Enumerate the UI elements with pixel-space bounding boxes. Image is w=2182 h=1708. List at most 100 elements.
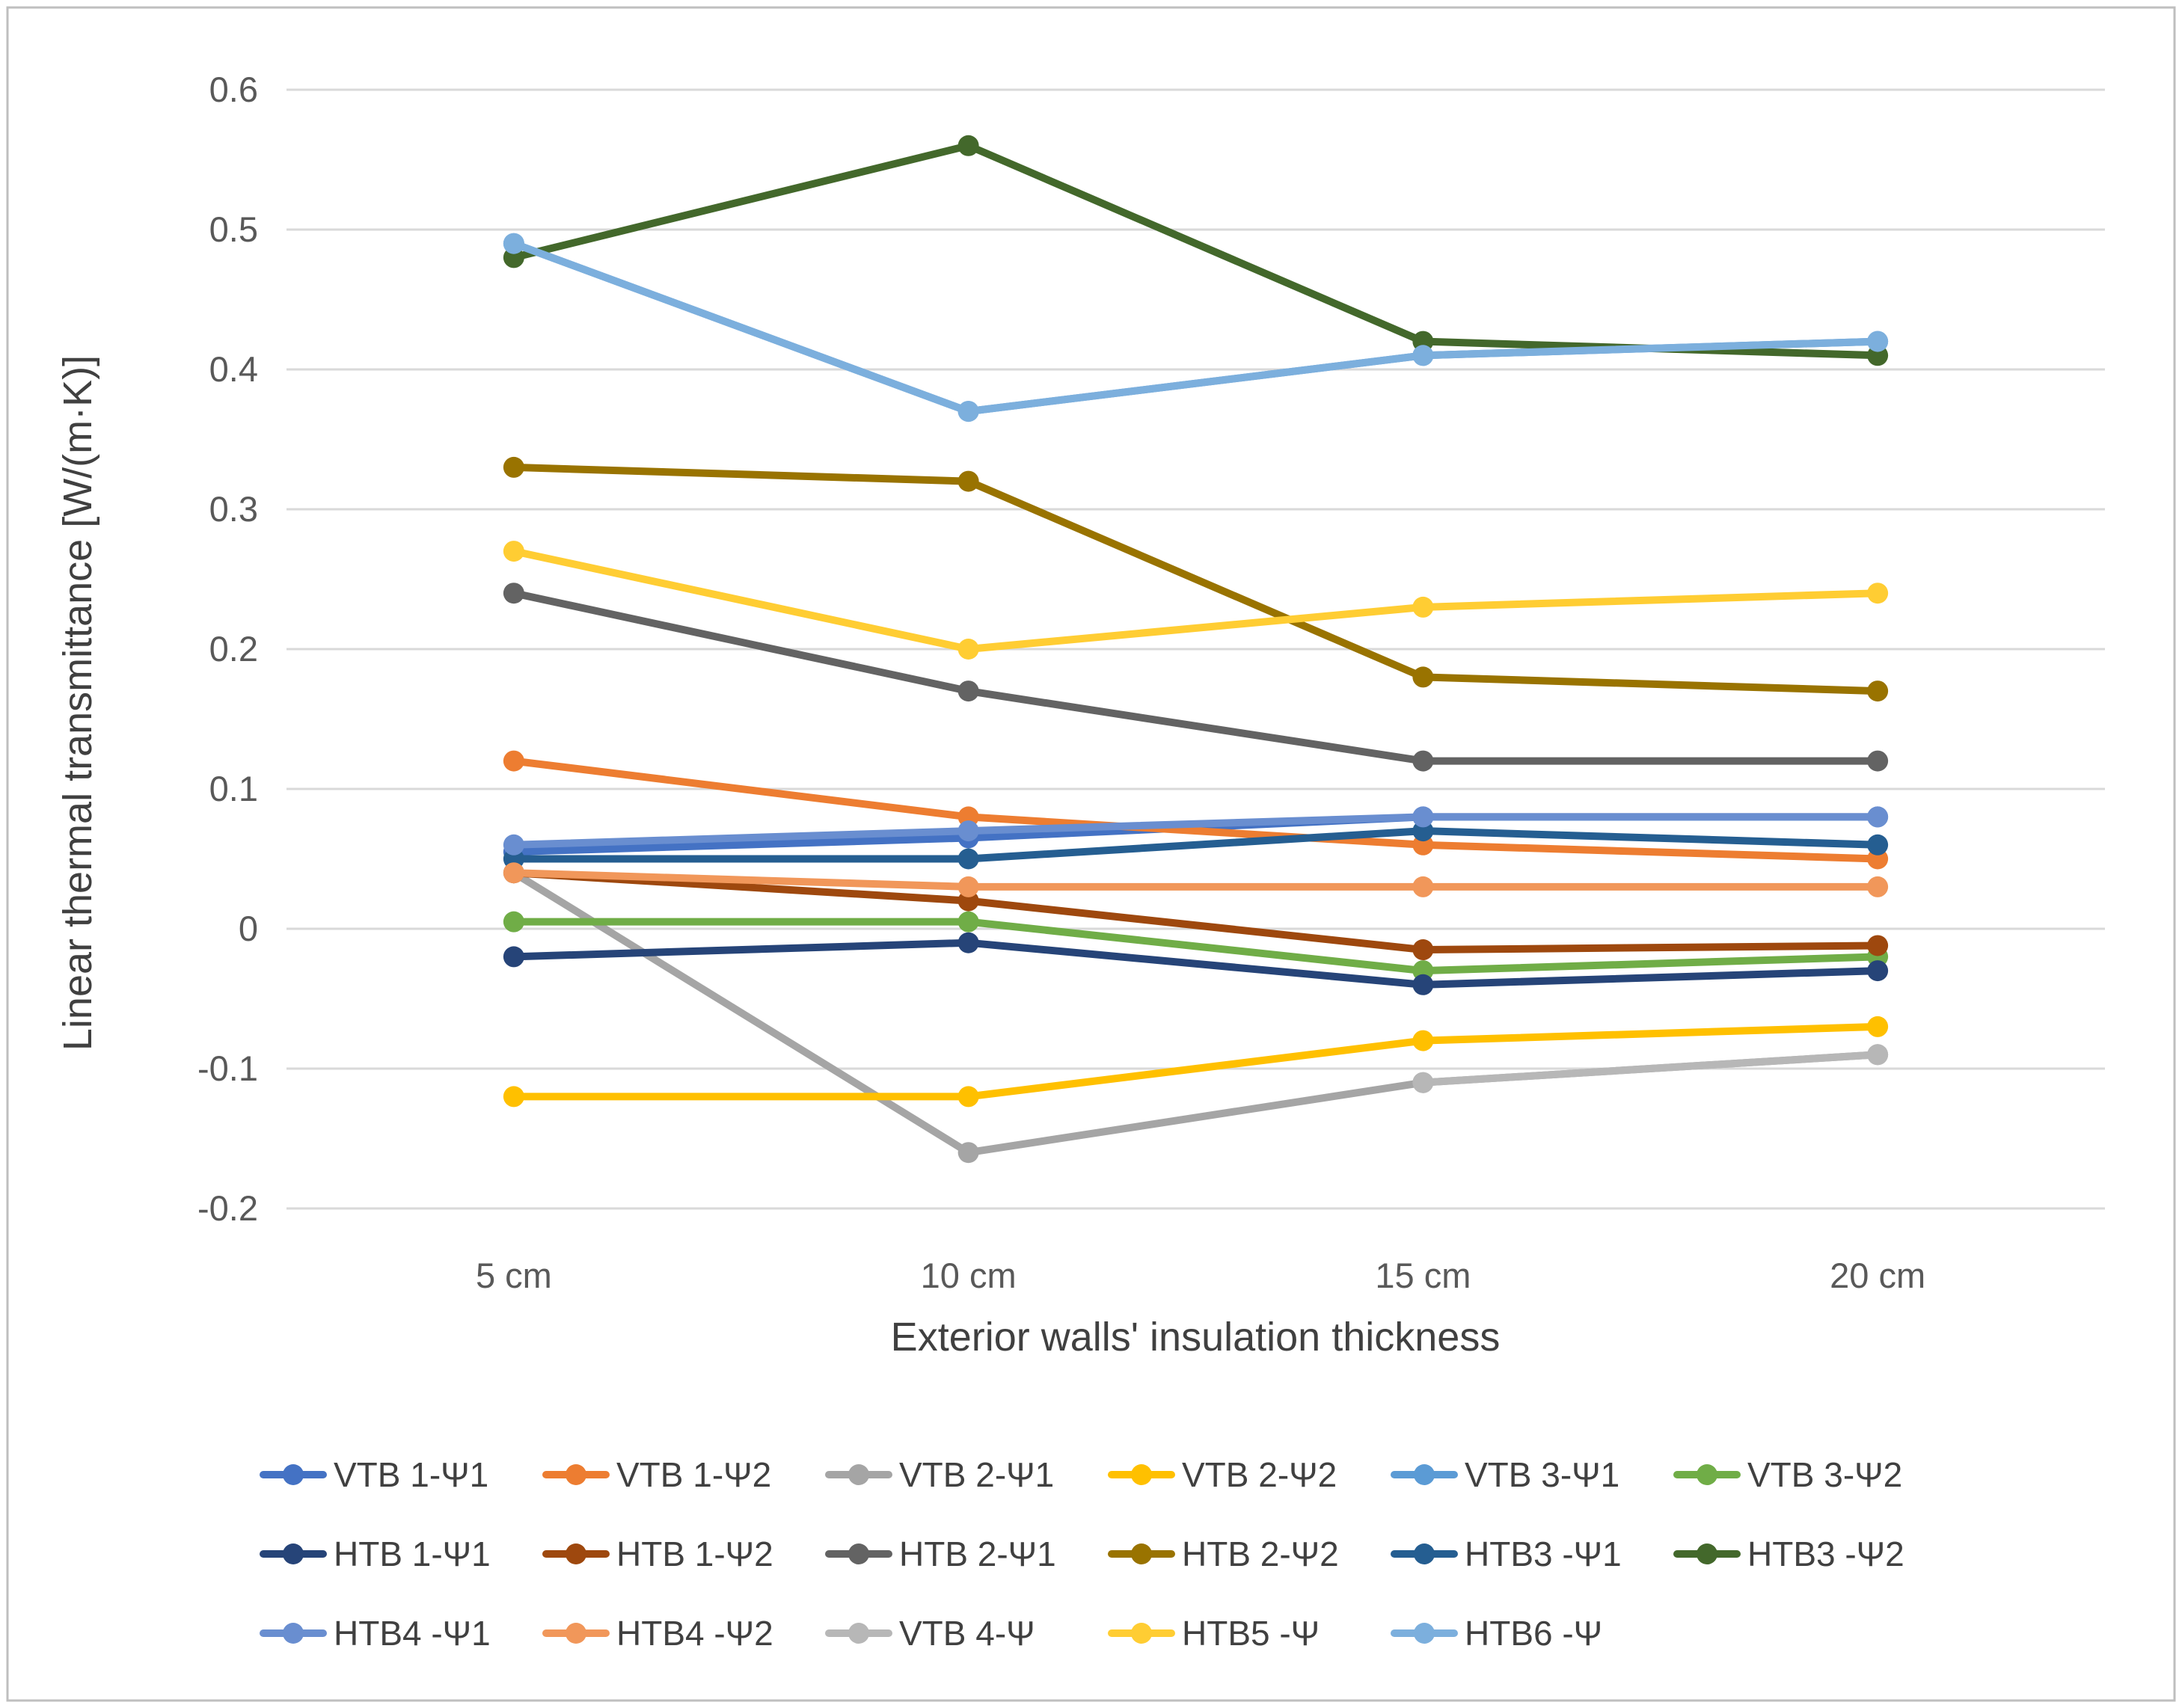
legend-item-htb-2-1: HTB 2-Ψ1 <box>825 1535 1056 1573</box>
data-point-marker <box>503 1086 524 1108</box>
series-vtb-4 <box>1412 1044 1889 1093</box>
data-point-marker <box>503 834 524 855</box>
data-point-marker <box>503 583 524 604</box>
legend-marker-icon <box>1414 1623 1435 1644</box>
x-tick-label: 15 cm <box>1375 1256 1471 1295</box>
legend-marker-icon <box>283 1623 304 1644</box>
legend-item-htb4-1: HTB4 -Ψ1 <box>260 1614 491 1653</box>
data-point-marker <box>1867 331 1889 352</box>
x-tick-label: 5 cm <box>476 1256 552 1295</box>
legend-marker-icon <box>283 1543 304 1564</box>
legend-marker-icon <box>283 1464 304 1485</box>
data-point-marker <box>957 820 979 842</box>
data-point-marker <box>957 1142 979 1164</box>
data-point-marker <box>957 876 979 897</box>
legend-item-label: VTB 1-Ψ2 <box>616 1455 771 1494</box>
data-point-marker <box>1867 960 1889 982</box>
legend-item-label: VTB 3-Ψ1 <box>1465 1455 1619 1494</box>
legend-item-htb6: HTB6 -Ψ <box>1391 1614 1602 1653</box>
legend-item-label: HTB 1-Ψ2 <box>616 1535 773 1573</box>
legend-marker-icon <box>1131 1464 1152 1485</box>
legend-item-label: HTB4 -Ψ1 <box>334 1614 491 1653</box>
data-point-marker <box>957 401 979 423</box>
legend-item-htb5: HTB5 -Ψ <box>1108 1614 1320 1653</box>
data-point-marker <box>957 681 979 702</box>
legend-item-vtb-2-1: VTB 2-Ψ1 <box>825 1455 1054 1494</box>
data-point-marker <box>1412 876 1434 897</box>
series-line <box>509 589 1882 765</box>
series-layer <box>503 135 1889 1164</box>
y-tick-label: 0.5 <box>209 209 258 249</box>
series-htb5 <box>503 541 1889 660</box>
legend-item-label: HTB3 -Ψ1 <box>1465 1535 1622 1573</box>
legend-item-label: VTB 3-Ψ2 <box>1747 1455 1902 1494</box>
x-axis-tick-labels: 5 cm 10 cm 15 cm 20 cm <box>476 1256 1925 1295</box>
series-htb4-2 <box>503 862 1889 897</box>
x-tick-label: 10 cm <box>921 1256 1017 1295</box>
legend-marker-icon <box>1131 1543 1152 1564</box>
data-point-marker <box>957 135 979 156</box>
series-line <box>509 869 1882 954</box>
data-point-marker <box>1867 834 1889 855</box>
data-point-marker <box>1867 876 1889 897</box>
y-axis-tick-labels: 0.6 0.5 0.4 0.3 0.2 0.1 0 -0.1 -0.2 <box>197 70 258 1228</box>
series-htb-1-1 <box>503 932 1889 995</box>
series-line <box>509 757 1882 863</box>
legend: VTB 1-Ψ1 VTB 1-Ψ2 VTB 2-Ψ1 VTB 2-Ψ2 VTB 3-Ψ1… <box>260 1455 1904 1653</box>
legend-item-label: HTB 1-Ψ1 <box>334 1535 491 1573</box>
data-point-marker <box>1412 345 1434 366</box>
data-point-marker <box>1867 806 1889 828</box>
data-point-marker <box>957 848 979 870</box>
series-line <box>509 463 1882 695</box>
legend-item-label: HTB 2-Ψ1 <box>899 1535 1056 1573</box>
data-point-marker <box>503 541 524 562</box>
data-point-marker <box>1867 1044 1889 1066</box>
x-axis-title: Exterior walls' insulation thickness <box>891 1315 1501 1360</box>
series-line <box>509 547 1882 653</box>
legend-item-htb-1-2: HTB 1-Ψ2 <box>542 1535 773 1573</box>
legend-item-htb-1-1: HTB 1-Ψ1 <box>260 1535 491 1573</box>
x-tick-label: 20 cm <box>1830 1256 1925 1295</box>
legend-item-label: HTB6 -Ψ <box>1465 1614 1602 1653</box>
data-point-marker <box>1412 806 1434 828</box>
y-axis-title: Linear thermal transmittance [W/(m·K)] <box>55 355 100 1051</box>
legend-item-label: HTB 2-Ψ2 <box>1182 1535 1339 1573</box>
legend-marker-icon <box>1131 1623 1152 1644</box>
legend-marker-icon <box>566 1543 586 1564</box>
legend-marker-icon <box>566 1623 586 1644</box>
legend-marker-icon <box>848 1464 869 1485</box>
data-point-marker <box>1412 1030 1434 1051</box>
data-point-marker <box>1412 750 1434 772</box>
series-vtb-2-2 <box>503 1016 1889 1108</box>
data-point-marker <box>503 862 524 884</box>
legend-item-htb3-2: HTB3 -Ψ2 <box>1673 1535 1904 1573</box>
series-line <box>509 827 1882 863</box>
legend-item-vtb-3-2: VTB 3-Ψ2 <box>1673 1455 1902 1494</box>
data-point-marker <box>957 932 979 953</box>
series-line <box>509 918 1882 975</box>
series-line <box>509 813 1882 849</box>
legend-item-htb3-1: HTB3 -Ψ1 <box>1391 1535 1622 1573</box>
data-point-marker <box>1867 750 1889 772</box>
y-tick-label: -0.1 <box>197 1048 258 1088</box>
series-line <box>1419 1051 1882 1087</box>
legend-item-vtb-4: VTB 4-Ψ <box>825 1614 1035 1653</box>
data-point-marker <box>503 911 524 933</box>
legend-item-vtb-2-2: VTB 2-Ψ2 <box>1108 1455 1337 1494</box>
legend-item-vtb-3-1: VTB 3-Ψ1 <box>1391 1455 1619 1494</box>
data-point-marker <box>1867 681 1889 702</box>
y-tick-label: 0.2 <box>209 629 258 669</box>
data-point-marker <box>1867 1016 1889 1037</box>
y-tick-label: 0 <box>239 909 258 948</box>
legend-item-label: HTB3 -Ψ2 <box>1747 1535 1904 1573</box>
legend-item-label: VTB 2-Ψ1 <box>899 1455 1054 1494</box>
data-point-marker <box>957 470 979 492</box>
series-line <box>509 239 1882 416</box>
series-htb4-1 <box>503 806 1889 855</box>
legend-item-label: VTB 2-Ψ2 <box>1182 1455 1337 1494</box>
legend-item-vtb-1-2: VTB 1-Ψ2 <box>542 1455 771 1494</box>
y-tick-label: 0.3 <box>209 489 258 529</box>
legend-item-vtb-1-1: VTB 1-Ψ1 <box>260 1455 488 1494</box>
legend-item-htb4-2: HTB4 -Ψ2 <box>542 1614 773 1653</box>
data-point-marker <box>503 233 524 254</box>
